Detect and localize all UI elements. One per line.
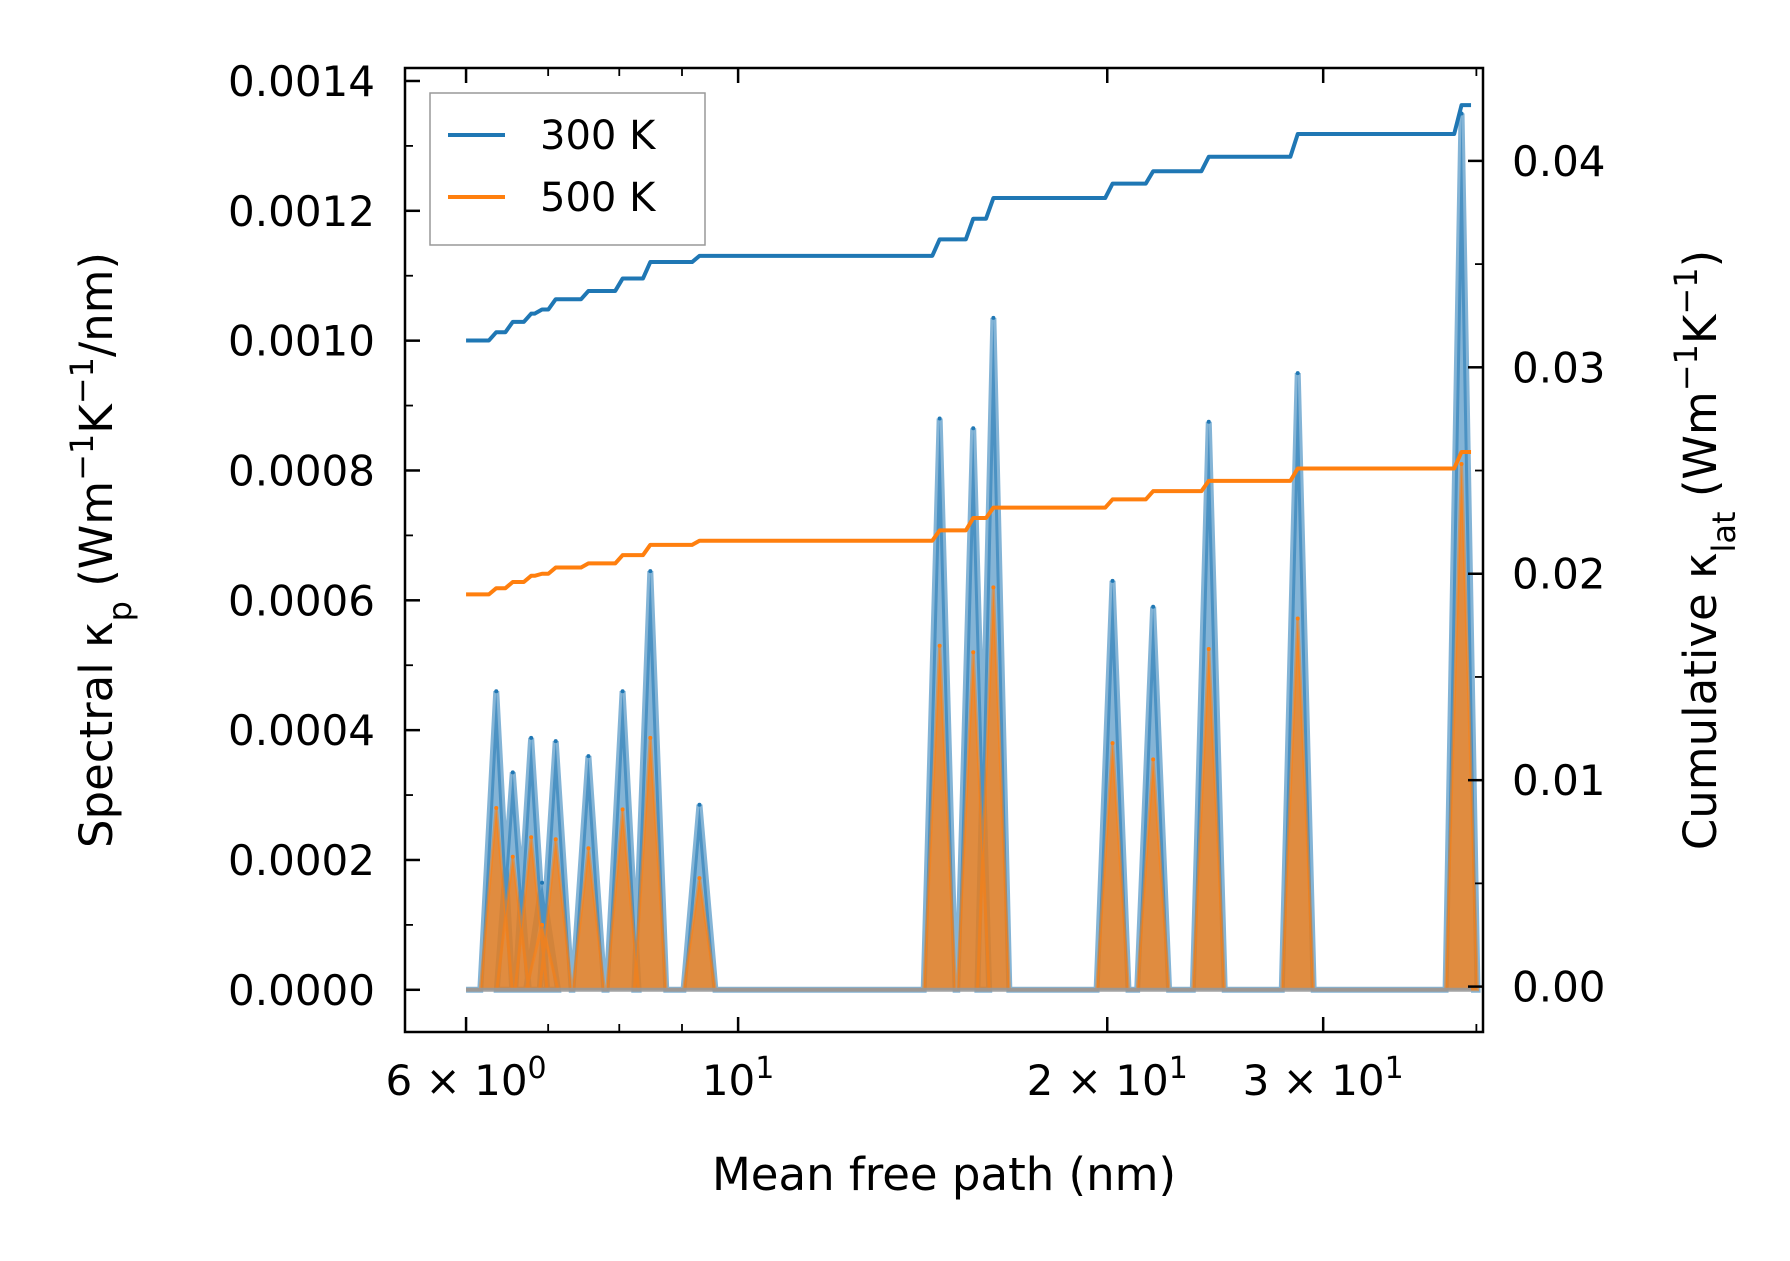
spectral-peak-500k [529, 835, 534, 840]
spectral-peak-300k [937, 416, 942, 421]
spectral-peak-500k [991, 585, 996, 590]
spectral-peak-300k [1110, 578, 1115, 583]
x-axis-title: Mean free path (nm) [712, 1148, 1176, 1201]
y-left-title-main: Spectral κ [70, 621, 123, 848]
x-tick-label-exponent: 0 [528, 1051, 547, 1086]
y-left-tick-label: 0.0008 [228, 446, 375, 495]
spectral-area-500k [466, 463, 1478, 990]
spectral-peak-300k [494, 689, 499, 694]
spectral-peak-500k [510, 854, 515, 859]
y-left-title-sub: p [101, 601, 139, 621]
spectral-peak-500k [971, 650, 976, 655]
cumulative-line-500k [466, 449, 1472, 597]
spectral-peak-500k [697, 876, 702, 881]
y-right-title-suffix: ) [1674, 250, 1727, 268]
y-left-tick-label: 0.0010 [228, 317, 375, 366]
x-tick-label: 101 [702, 1051, 775, 1106]
y-right-tick-label: 0.03 [1512, 343, 1606, 392]
y-left-tick-label: 0.0004 [228, 706, 375, 755]
y-right-title-main: Cumulative κ [1674, 553, 1727, 851]
spectral-peak-500k [540, 922, 545, 927]
axes-frame [403, 66, 1485, 1034]
y-right-tick-label: 0.04 [1512, 137, 1606, 186]
x-tick-label-exponent: 1 [755, 1051, 774, 1086]
spectral-peak-500k [1295, 616, 1300, 621]
legend-box [429, 92, 706, 246]
y-right-title-k: K [1674, 313, 1727, 344]
spectral-peak-300k [648, 569, 653, 574]
y-right-title-sup1: −1 [1667, 344, 1705, 391]
x-tick-label-base: 10 [702, 1056, 755, 1105]
spectral-peak-500k [586, 846, 591, 851]
y-left-title-sup1: −1 [63, 434, 101, 481]
ticks-layer: 6 × 100 101 2 × 101 3 × 1010.00000.00020.00… [228, 57, 1605, 1105]
y-left-title-units: (Wm [70, 481, 123, 601]
spectral-peak-300k [1295, 371, 1300, 376]
spectral-peak-500k [553, 837, 558, 842]
y-left-tick-label: 0.0014 [228, 57, 375, 106]
y-right-title-sub: lat [1705, 511, 1743, 552]
spectral-peak-300k [971, 426, 976, 431]
x-tick-label: 3 × 101 [1243, 1051, 1404, 1106]
x-tick-label: 2 × 101 [1027, 1051, 1188, 1106]
spectral-peak-300k [620, 689, 625, 694]
spectral-peak-500k [1110, 741, 1115, 746]
legend: 300 K 500 K [429, 92, 706, 246]
x-tick-label-base: 3 × 10 [1243, 1056, 1385, 1105]
spectral-peak-500k [620, 807, 625, 812]
spectral-peak-300k [586, 754, 591, 759]
x-tick-label-base: 6 × 10 [385, 1056, 527, 1105]
y-right-tick-label: 0.02 [1512, 550, 1606, 599]
y-right-tick-label: 0.00 [1512, 963, 1606, 1012]
y-left-title-sup2: −1 [63, 357, 101, 404]
spectral-peak-500k [1206, 646, 1211, 651]
spectral-peak-300k [697, 802, 702, 807]
spectral-peak-500k [937, 643, 942, 648]
legend-label-500k: 500 K [540, 175, 657, 221]
y-right-tick-label: 0.01 [1512, 756, 1606, 805]
y-right-title-sup2: −1 [1667, 267, 1705, 314]
spectral-peak-500k [1151, 757, 1156, 762]
spectral-peak-300k [1206, 419, 1211, 424]
spectral-peak-500k [648, 735, 653, 740]
y-axis-right-title: Cumulative κlat (Wm−1K−1) [1667, 250, 1743, 850]
spectral-peak-300k [529, 735, 534, 740]
x-tick-label-exponent: 1 [1169, 1051, 1188, 1086]
spectral-peak-500k [1459, 461, 1464, 466]
spectral-peak-300k [510, 770, 515, 775]
y-axis-left-title: Spectral κp (Wm−1K−1/nm) [63, 252, 139, 848]
spectral-peak-300k [553, 739, 558, 744]
y-left-tick-label: 0.0012 [228, 187, 375, 236]
y-left-tick-label: 0.0000 [228, 966, 375, 1015]
y-right-title-units: (Wm [1674, 391, 1727, 511]
spectral-peak-300k [991, 315, 996, 320]
x-tick-label: 6 × 100 [385, 1051, 546, 1106]
spectral-peak-300k [1151, 604, 1156, 609]
spectral-peak-300k [540, 880, 545, 885]
plot-layer [466, 103, 1481, 993]
cumulative-line-300k [466, 103, 1472, 343]
legend-label-300k: 300 K [540, 113, 657, 159]
x-tick-label-base: 2 × 10 [1027, 1056, 1169, 1105]
y-left-tick-label: 0.0006 [228, 576, 375, 625]
y-left-title-k: K [70, 403, 123, 434]
y-left-title-suffix: /nm) [70, 252, 123, 357]
spectral-peak-500k [494, 806, 499, 811]
y-left-tick-label: 0.0002 [228, 836, 375, 885]
x-tick-label-exponent: 1 [1385, 1051, 1404, 1086]
